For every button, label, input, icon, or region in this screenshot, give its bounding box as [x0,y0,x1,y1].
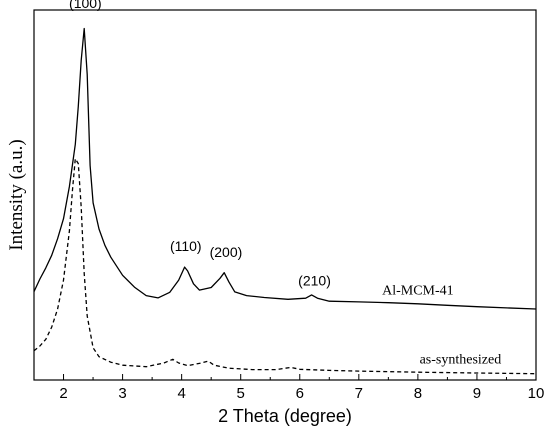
x-tick-label: 8 [414,385,422,402]
annotation-layer: (100) (110) (200) (210) Al-MCM-41 as-synthesi… [69,0,501,368]
x-tick-label: 5 [237,385,245,402]
series-label: Al-MCM-41 [382,284,454,299]
x-tick-label: 6 [296,385,304,402]
y-axis-title: Intensity (a.u.) [6,139,27,250]
x-tick-label: 9 [473,385,481,402]
series-line-as-synthesized [33,158,537,375]
peak-label: (110) [170,238,202,254]
peak-label: (210) [298,272,331,288]
series-line-al-mcm-41 [33,27,537,310]
x-tick-label: 7 [355,385,363,402]
peak-label: (200) [210,244,243,260]
x-axis-title: 2 Theta (degree) [218,406,352,426]
series-layer [33,27,537,375]
plot-frame [33,9,537,381]
x-axis-ticks: 2 3 4 5 6 7 8 9 10 [33,374,545,402]
series-label: as-synthesized [420,353,502,368]
x-tick-label: 4 [177,385,185,402]
peak-label: (100) [69,0,102,11]
x-tick-label: 2 [59,385,67,402]
x-tick-label: 10 [528,385,545,402]
x-tick-label: 3 [118,385,126,402]
